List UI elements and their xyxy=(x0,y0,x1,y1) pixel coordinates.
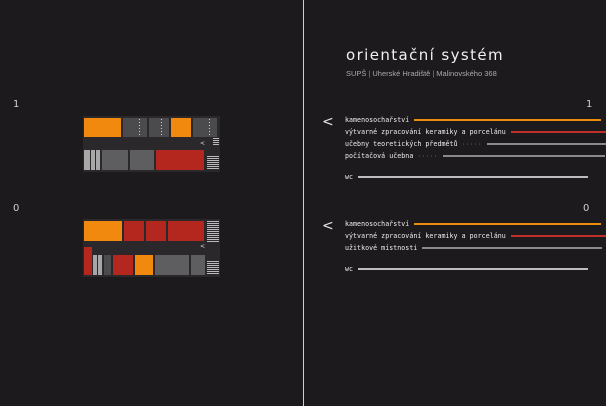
directory-item: výtvarné zpracování keramiky a porcelánu xyxy=(345,127,606,137)
plan-room xyxy=(155,255,189,275)
plan-arrow-lower: < xyxy=(200,243,206,250)
subtitle-school: SUPŠ xyxy=(346,69,367,78)
direction-arrow-left-upper: < xyxy=(322,114,334,130)
room-line-orange xyxy=(414,223,602,225)
room-line-gray xyxy=(442,155,605,157)
subtitle-address: Malinovského 368 xyxy=(436,69,497,78)
room-line-white xyxy=(358,176,589,178)
plan-room xyxy=(130,150,154,170)
plan-room-kamenosocharstvi xyxy=(84,221,122,241)
directory-item: kamenosochařství xyxy=(345,115,602,125)
room-label: kamenosochařství xyxy=(345,220,410,228)
floor-number-upper-left: 1 xyxy=(13,99,20,110)
room-label: užitkové místnosti xyxy=(345,244,418,252)
floor-number-lower-right: 0 xyxy=(583,203,590,214)
plan-room-keramika xyxy=(84,247,92,275)
floor-plan-upper: < xyxy=(83,116,220,172)
plan-room-keramika xyxy=(168,221,204,241)
directory-item: počítačová učebna ····· xyxy=(345,151,605,161)
plan-arrow-upper: < xyxy=(200,140,206,147)
plan-room xyxy=(191,255,205,275)
room-label: výtvarné zpracování keramiky a porcelánu xyxy=(345,232,506,240)
room-line-white xyxy=(358,268,589,270)
room-dots: ····· xyxy=(417,152,438,160)
direction-arrow-left-lower: < xyxy=(322,218,334,234)
directory-item: užitkové místnosti xyxy=(345,243,603,253)
plan-room-keramika xyxy=(113,255,133,275)
page-divider xyxy=(303,0,304,406)
page-subtitle: SUPŠ | Uherské Hradiště | Malinovského 368 xyxy=(346,69,497,78)
plan-room-kamenosocharstvi xyxy=(84,118,121,137)
room-dots: ····· xyxy=(461,140,483,148)
room-label: wc xyxy=(345,173,354,181)
room-line-red xyxy=(510,131,606,133)
directory-item: učebny teoretických předmětů ····· xyxy=(345,139,606,149)
floor-number-lower-left: 0 xyxy=(13,203,20,214)
plan-room xyxy=(123,118,147,137)
plan-room-keramika xyxy=(124,221,144,241)
plan-room-keramika xyxy=(146,221,166,241)
floor-number-upper-right: 1 xyxy=(586,99,593,110)
room-label: wc xyxy=(345,265,354,273)
plan-room-keramika xyxy=(156,150,204,170)
plan-room-kamenosocharstvi xyxy=(135,255,153,275)
directory-item: wc xyxy=(345,172,589,182)
plan-room-wc xyxy=(93,255,97,275)
floor-plan-lower: < xyxy=(83,219,220,277)
room-label: učebny teoretických předmětů xyxy=(345,140,458,148)
subtitle-city: Uherské Hradiště xyxy=(372,69,431,78)
directory-item: kamenosochařství xyxy=(345,219,602,229)
page-title: orientační systém xyxy=(346,46,505,64)
plan-room-kamenosocharstvi xyxy=(171,118,191,137)
room-line-red xyxy=(510,235,606,237)
plan-room xyxy=(149,118,169,137)
plan-room-wc xyxy=(84,150,90,170)
directory-item: výtvarné zpracování keramiky a porcelánu xyxy=(345,231,606,241)
plan-room xyxy=(102,150,128,170)
room-line-orange xyxy=(414,119,602,121)
plan-room xyxy=(193,118,217,137)
room-label: kamenosochařství xyxy=(345,116,410,124)
room-line-gray xyxy=(487,143,606,145)
room-label: výtvarné zpracování keramiky a porcelánu xyxy=(345,128,506,136)
directory-item: wc xyxy=(345,264,589,274)
room-line-gray xyxy=(422,247,603,249)
room-label: počítačová učebna xyxy=(345,152,414,160)
